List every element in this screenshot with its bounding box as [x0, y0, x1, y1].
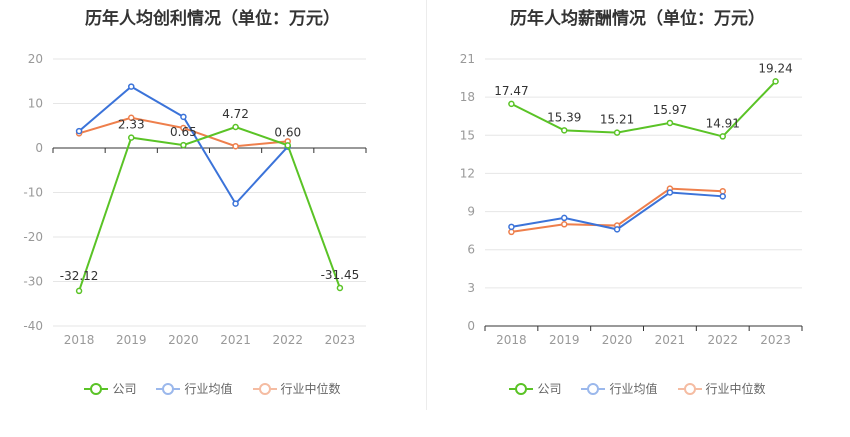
x-tick-label: 2022 — [707, 333, 738, 347]
data-point-company — [613, 129, 621, 136]
legend-label: 行业中位数 — [705, 382, 766, 396]
y-tick-label: 3 — [467, 281, 475, 295]
data-point-industry_avg — [180, 113, 187, 121]
data-point-industry_median — [232, 142, 239, 150]
y-tick-label: 21 — [460, 52, 475, 66]
data-label: 14.91 — [706, 116, 740, 130]
data-point-company — [666, 119, 674, 127]
data-point-industry_median — [561, 221, 568, 228]
data-point-company — [232, 123, 239, 131]
y-tick-label: 12 — [460, 166, 475, 180]
legend: 公司 行业均值 行业中位数 — [0, 380, 425, 397]
y-tick-label: 10 — [28, 97, 43, 111]
salary-chart-svg: 0 3 6 9 12 15 18 21 2018 2019 2020 2021 2022 2023 17.4… — [460, 52, 803, 347]
data-label: 15.39 — [547, 110, 581, 124]
legend-line-circle-icon — [581, 382, 606, 395]
legend-item-industry-median[interactable]: 行业中位数 — [252, 380, 341, 397]
x-tick-label: 2021 — [655, 333, 686, 347]
data-point-company — [561, 127, 568, 134]
y-tick-label: 18 — [460, 90, 475, 104]
data-label: 15.97 — [653, 103, 687, 117]
legend-line-circle-icon — [156, 382, 181, 395]
data-point-industry_median — [719, 187, 726, 195]
data-point-industry_avg — [75, 127, 83, 135]
data-label: 0.65 — [170, 125, 197, 139]
data-label: 15.21 — [600, 113, 634, 127]
data-label: 19.24 — [758, 61, 792, 75]
legend-label: 公司 — [112, 382, 137, 396]
chart-panel-profit: 历年人均创利情况（单位：万元） -40 -30 -20 -10 0 10 20 2018 201… — [0, 9, 425, 397]
x-tick-label: 2018 — [496, 333, 527, 347]
x-tick-label: 2023 — [325, 333, 356, 347]
x-tick-label: 2019 — [116, 333, 147, 347]
x-tick-label: 2020 — [602, 333, 633, 347]
legend-item-company[interactable]: 公司 — [509, 380, 561, 397]
legend-line-circle-icon — [252, 382, 277, 395]
y-tick-label: 0 — [35, 141, 43, 155]
data-point-industry_median — [180, 124, 187, 132]
data-point-industry_avg — [232, 200, 239, 207]
data-point-industry_avg — [128, 83, 135, 90]
data-point-industry_avg — [666, 189, 674, 196]
data-point-industry_avg — [613, 226, 621, 233]
data-point-company — [284, 142, 291, 149]
y-tick-label: -30 — [23, 275, 43, 289]
chart-title: 历年人均创利情况（单位：万元） — [85, 9, 340, 29]
y-tick-label: 9 — [467, 205, 475, 219]
legend-label: 行业中位数 — [280, 382, 341, 396]
chart-panel-salary: 历年人均薪酬情况（单位：万元） 0 3 6 9 12 15 18 21 2018 2019 2020… — [425, 0, 850, 437]
data-label: 4.72 — [222, 107, 249, 121]
legend: 公司 行业均值 行业中位数 — [425, 380, 850, 397]
x-tick-label: 2023 — [760, 333, 791, 347]
y-tick-label: -20 — [23, 230, 43, 244]
legend-item-industry-median[interactable]: 行业中位数 — [677, 380, 766, 397]
x-tick-label: 2021 — [220, 333, 251, 347]
data-point-company — [128, 134, 135, 141]
data-point-company — [336, 284, 344, 292]
x-tick-label: 2022 — [272, 333, 303, 347]
data-label: 2.33 — [118, 118, 145, 132]
legend-item-industry-avg[interactable]: 行业均值 — [581, 380, 658, 397]
data-point-industry_median — [128, 114, 135, 121]
x-tick-label: 2019 — [549, 333, 580, 347]
data-point-industry_avg — [508, 223, 515, 231]
profit-chart-svg: -40 -30 -20 -10 0 10 20 2018 2019 2020 2021 2022 202… — [23, 52, 367, 347]
legend-label: 公司 — [537, 382, 562, 396]
legend-line-circle-icon — [509, 382, 534, 395]
data-label: -32.12 — [60, 269, 99, 283]
data-point-industry_median — [508, 228, 515, 236]
data-point-company — [772, 78, 779, 85]
legend-item-industry-avg[interactable]: 行业均值 — [156, 380, 233, 397]
y-tick-label: 20 — [28, 52, 43, 66]
data-label: -31.45 — [321, 268, 360, 282]
legend-line-circle-icon — [677, 382, 702, 395]
legend-label: 行业均值 — [184, 382, 233, 396]
y-tick-label: -40 — [23, 319, 43, 333]
data-point-company — [180, 141, 187, 149]
legend-label: 行业均值 — [609, 382, 658, 396]
panel-divider — [426, 0, 427, 410]
series-line-company — [78, 125, 341, 292]
y-tick-label: 0 — [467, 319, 475, 333]
data-point-company — [719, 133, 726, 140]
data-point-company — [75, 287, 83, 295]
legend-item-company[interactable]: 公司 — [84, 380, 136, 397]
chart-title: 历年人均薪酬情况（单位：万元） — [510, 9, 765, 29]
data-point-industry_avg — [719, 193, 726, 200]
data-label: 17.47 — [494, 84, 528, 98]
y-tick-label: -10 — [23, 186, 43, 200]
data-label: 0.60 — [274, 125, 301, 139]
data-point-company — [508, 100, 515, 108]
data-point-industry_avg — [561, 214, 568, 222]
x-tick-label: 2018 — [64, 333, 95, 347]
series-line-company — [510, 80, 777, 138]
legend-line-circle-icon — [84, 382, 109, 395]
x-tick-label: 2020 — [168, 333, 199, 347]
y-tick-label: 6 — [467, 243, 475, 257]
y-tick-label: 15 — [460, 128, 475, 142]
